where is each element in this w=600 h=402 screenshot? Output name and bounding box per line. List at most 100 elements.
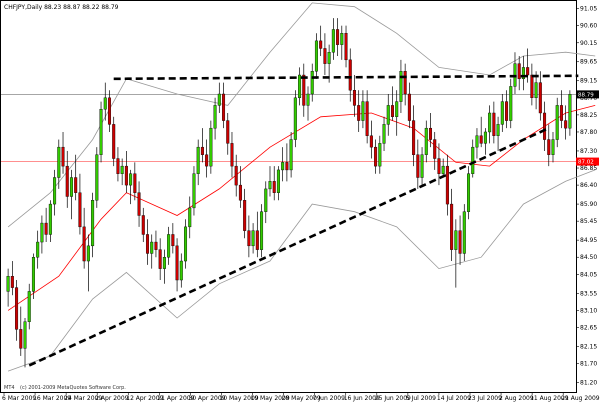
y-tick-label: 85.45	[580, 218, 597, 225]
x-tick-label: 10 May 2009	[219, 395, 258, 402]
candle-body	[213, 105, 217, 129]
candle-body	[340, 33, 344, 45]
y-tick-label: 88.25	[580, 112, 597, 119]
candle-body	[483, 131, 487, 144]
candle-body	[260, 211, 264, 250]
candle	[268, 166, 272, 197]
candle	[57, 139, 61, 189]
candle-body	[395, 101, 399, 117]
candle-body	[95, 154, 99, 201]
candle	[226, 112, 230, 155]
y-tick-label: 82.15	[580, 343, 597, 350]
candle	[61, 131, 65, 174]
candle-body	[555, 105, 559, 140]
candle	[433, 131, 437, 170]
candle	[399, 59, 403, 113]
candle	[171, 223, 175, 254]
candle-body	[407, 93, 411, 121]
candle	[222, 82, 226, 129]
candle-body	[310, 71, 314, 95]
candle	[19, 306, 23, 356]
band-line-0	[7, 2, 596, 228]
candle	[188, 196, 192, 239]
candle-body	[416, 154, 420, 178]
candle-body	[61, 146, 65, 167]
candle-body	[298, 74, 302, 99]
candle-body	[551, 139, 555, 155]
price-label-layer: 88.79 87.02	[576, 90, 599, 166]
candle	[361, 90, 365, 129]
x-tick-label: 19 May 2009	[251, 395, 290, 402]
candle-body	[158, 249, 162, 269]
candle-body	[141, 215, 145, 235]
candle	[551, 131, 555, 163]
candle	[445, 154, 449, 216]
candle	[167, 226, 171, 265]
candle-body	[412, 120, 416, 155]
candle	[238, 166, 242, 208]
price-level-label-0: 88.79	[578, 92, 594, 98]
candle	[276, 166, 280, 201]
candle	[205, 139, 209, 178]
trendline-1	[113, 74, 579, 81]
candle-body	[238, 184, 242, 201]
candle-body	[306, 93, 310, 106]
candle-body	[369, 135, 373, 148]
candle	[428, 112, 433, 148]
candle-body	[534, 82, 538, 99]
candle	[120, 158, 124, 186]
trendline-0	[28, 126, 550, 367]
candle-body	[390, 105, 394, 117]
candle-body	[547, 139, 551, 155]
x-tick-label: 30 Apr 2009	[188, 395, 225, 402]
candle-body	[365, 101, 369, 136]
candle-body	[521, 67, 525, 80]
candle	[281, 147, 285, 182]
x-tick-label: 12 Apr 2009	[126, 395, 163, 402]
candle-body	[445, 165, 449, 205]
candle	[99, 101, 103, 163]
candle-body	[462, 211, 466, 254]
candle	[454, 219, 458, 288]
candle-body	[154, 241, 158, 250]
candle	[471, 139, 475, 178]
candle	[340, 25, 344, 60]
candle-body	[378, 143, 382, 167]
candle-body	[386, 105, 390, 125]
candle-body	[441, 165, 445, 174]
candle	[36, 230, 40, 269]
candle-body	[327, 52, 331, 64]
y-tick-label: 84.50	[580, 254, 597, 261]
candle-body	[120, 165, 124, 174]
candle	[483, 128, 487, 155]
candle	[521, 56, 525, 91]
y-tick-label: 86.85	[580, 165, 597, 172]
candle-body	[281, 162, 285, 171]
candle	[559, 90, 563, 129]
candle-body	[302, 74, 306, 106]
candle-body	[69, 177, 73, 197]
candle	[251, 223, 255, 254]
candle-body	[500, 101, 504, 125]
candle	[564, 105, 568, 140]
candle	[78, 173, 82, 235]
x-tick-label: 21 Aug 2009	[561, 395, 600, 402]
y-tick-label: 84.95	[580, 237, 597, 244]
candle-body	[175, 245, 179, 281]
candle-body	[230, 143, 234, 167]
chart-border	[0, 0, 577, 393]
x-tick-label: 28 May 2009	[282, 395, 321, 402]
candle-body	[145, 234, 150, 254]
candle-body	[10, 276, 14, 288]
candle-body	[488, 112, 492, 133]
candle	[175, 238, 179, 292]
candle-body	[505, 101, 509, 121]
candle	[407, 82, 411, 129]
candle-body	[255, 230, 259, 250]
candle-body	[48, 203, 52, 235]
candle	[458, 215, 462, 265]
candle-layer	[6, 18, 572, 368]
candle	[450, 188, 454, 262]
candle	[184, 219, 188, 269]
chart-footer-platform: MT4	[4, 385, 15, 391]
